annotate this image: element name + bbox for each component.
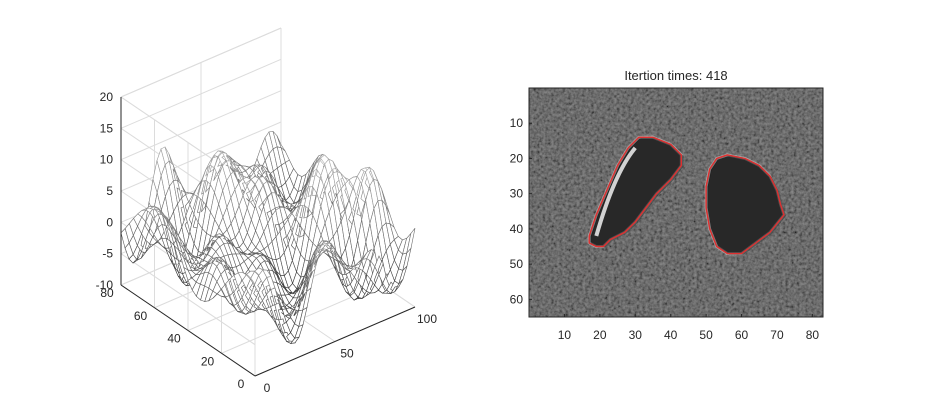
surface-axes: -10 -5 0 5 10 15 20 0 20 40 60 80 0 50 100 — [96, 90, 438, 395]
x-tick-label: 40 — [664, 328, 678, 342]
y-tick-label: 80 — [100, 286, 114, 300]
x-tick-label: 100 — [417, 312, 437, 326]
x-axis-line — [254, 306, 416, 377]
z-tick-label: 5 — [106, 184, 113, 198]
mesh-cell — [406, 228, 416, 254]
x-tick-label: 60 — [735, 328, 749, 342]
y-tick-label: 50 — [510, 257, 524, 271]
y-tick-label: 30 — [510, 187, 524, 201]
y-tick-label: 10 — [510, 116, 524, 130]
z-tick-label: 0 — [106, 215, 113, 229]
cell-texture — [708, 155, 786, 255]
z-tick-label: 15 — [100, 121, 114, 135]
x-tick-label: 0 — [264, 381, 271, 395]
z-tick-label: 10 — [100, 153, 114, 167]
y-tick-label: 40 — [510, 222, 524, 236]
y-tick-label: 60 — [510, 292, 524, 306]
y-tick-label: 40 — [167, 332, 181, 346]
image-plot: Itertion times: 418 10 20 30 40 50 60 70 80 10 20… — [510, 68, 824, 342]
x-tick-label: 20 — [593, 328, 607, 342]
image-frame — [528, 87, 824, 318]
x-tick-label: 10 — [558, 328, 572, 342]
x-tick-label: 30 — [629, 328, 643, 342]
segmentation-contour — [588, 136, 682, 248]
z-tick-label: -5 — [102, 247, 113, 261]
cell-rim-highlight — [594, 146, 637, 237]
y-axis-line — [120, 284, 256, 377]
image-blobs — [587, 135, 786, 256]
image-contours — [588, 136, 785, 255]
surface-plot: -10 -5 0 5 10 15 20 0 20 40 60 80 0 50 100 — [96, 27, 438, 395]
cell-texture — [591, 138, 684, 248]
y-tick-label: 20 — [510, 151, 524, 165]
z-tick-label: 20 — [100, 90, 114, 104]
z-tick-label: -10 — [96, 278, 114, 292]
box-edge — [120, 27, 282, 98]
x-tick-label: 70 — [770, 328, 784, 342]
image-ticks: 10 20 30 40 50 60 70 80 10 20 30 40 50 60 — [510, 116, 820, 342]
y-tick-label: 20 — [201, 354, 215, 368]
y-tick-label: 0 — [238, 377, 245, 391]
image-area — [529, 88, 823, 317]
segmentation-contour — [705, 154, 785, 255]
surface-mesh — [120, 130, 416, 345]
y-tick-label: 60 — [134, 309, 148, 323]
x-tick-label: 80 — [806, 328, 820, 342]
image-title: Itertion times: 418 — [624, 68, 727, 83]
x-tick-label: 50 — [699, 328, 713, 342]
x-tick-label: 50 — [340, 347, 354, 361]
